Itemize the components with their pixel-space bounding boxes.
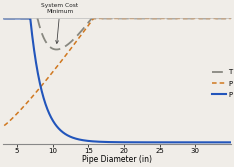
- Legend: T, P, P: T, P, P: [212, 69, 232, 98]
- Text: System Cost
Minimum: System Cost Minimum: [41, 3, 79, 43]
- X-axis label: Pipe Diameter (in): Pipe Diameter (in): [82, 155, 152, 164]
